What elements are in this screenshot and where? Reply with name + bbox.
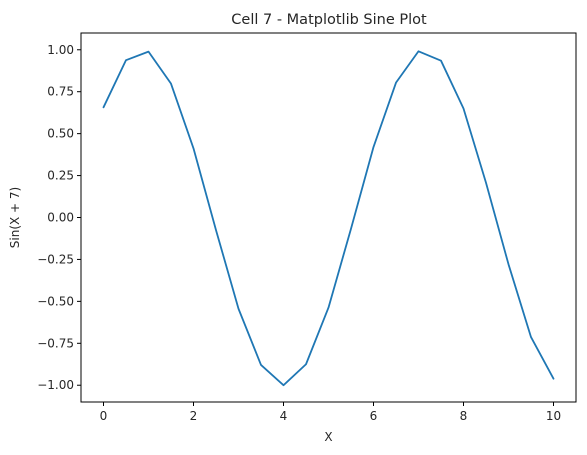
x-tick-label: 4 <box>280 409 288 423</box>
y-tick-label: −0.50 <box>37 294 74 308</box>
y-tick-label: 0.25 <box>47 169 74 183</box>
x-tick-label: 0 <box>100 409 108 423</box>
y-tick-label: 0.00 <box>47 211 74 225</box>
x-tick-label: 10 <box>546 409 561 423</box>
chart-title: Cell 7 - Matplotlib Sine Plot <box>231 12 427 28</box>
y-tick-label: −1.00 <box>37 378 74 392</box>
x-axis-label: X <box>324 430 332 444</box>
x-tick-label: 6 <box>370 409 378 423</box>
x-tick-label: 2 <box>190 409 198 423</box>
axes-layer: 0 2 4 6 8 10 −1.00 −0.75 −0.50 −0.25 0.00 0.25 0.50 0… <box>37 43 561 423</box>
series-line-sine <box>102 50 555 387</box>
y-tick-label: −0.25 <box>37 252 74 266</box>
plot-frame <box>80 32 577 403</box>
y-axis-label: Sin(X + 7) <box>8 187 22 248</box>
y-tick-label: 0.50 <box>47 127 74 141</box>
y-tick-label: −0.75 <box>37 336 74 350</box>
x-tick-label: 8 <box>460 409 468 423</box>
y-tick-label: 0.75 <box>47 85 74 99</box>
y-tick-label: 1.00 <box>47 43 74 57</box>
